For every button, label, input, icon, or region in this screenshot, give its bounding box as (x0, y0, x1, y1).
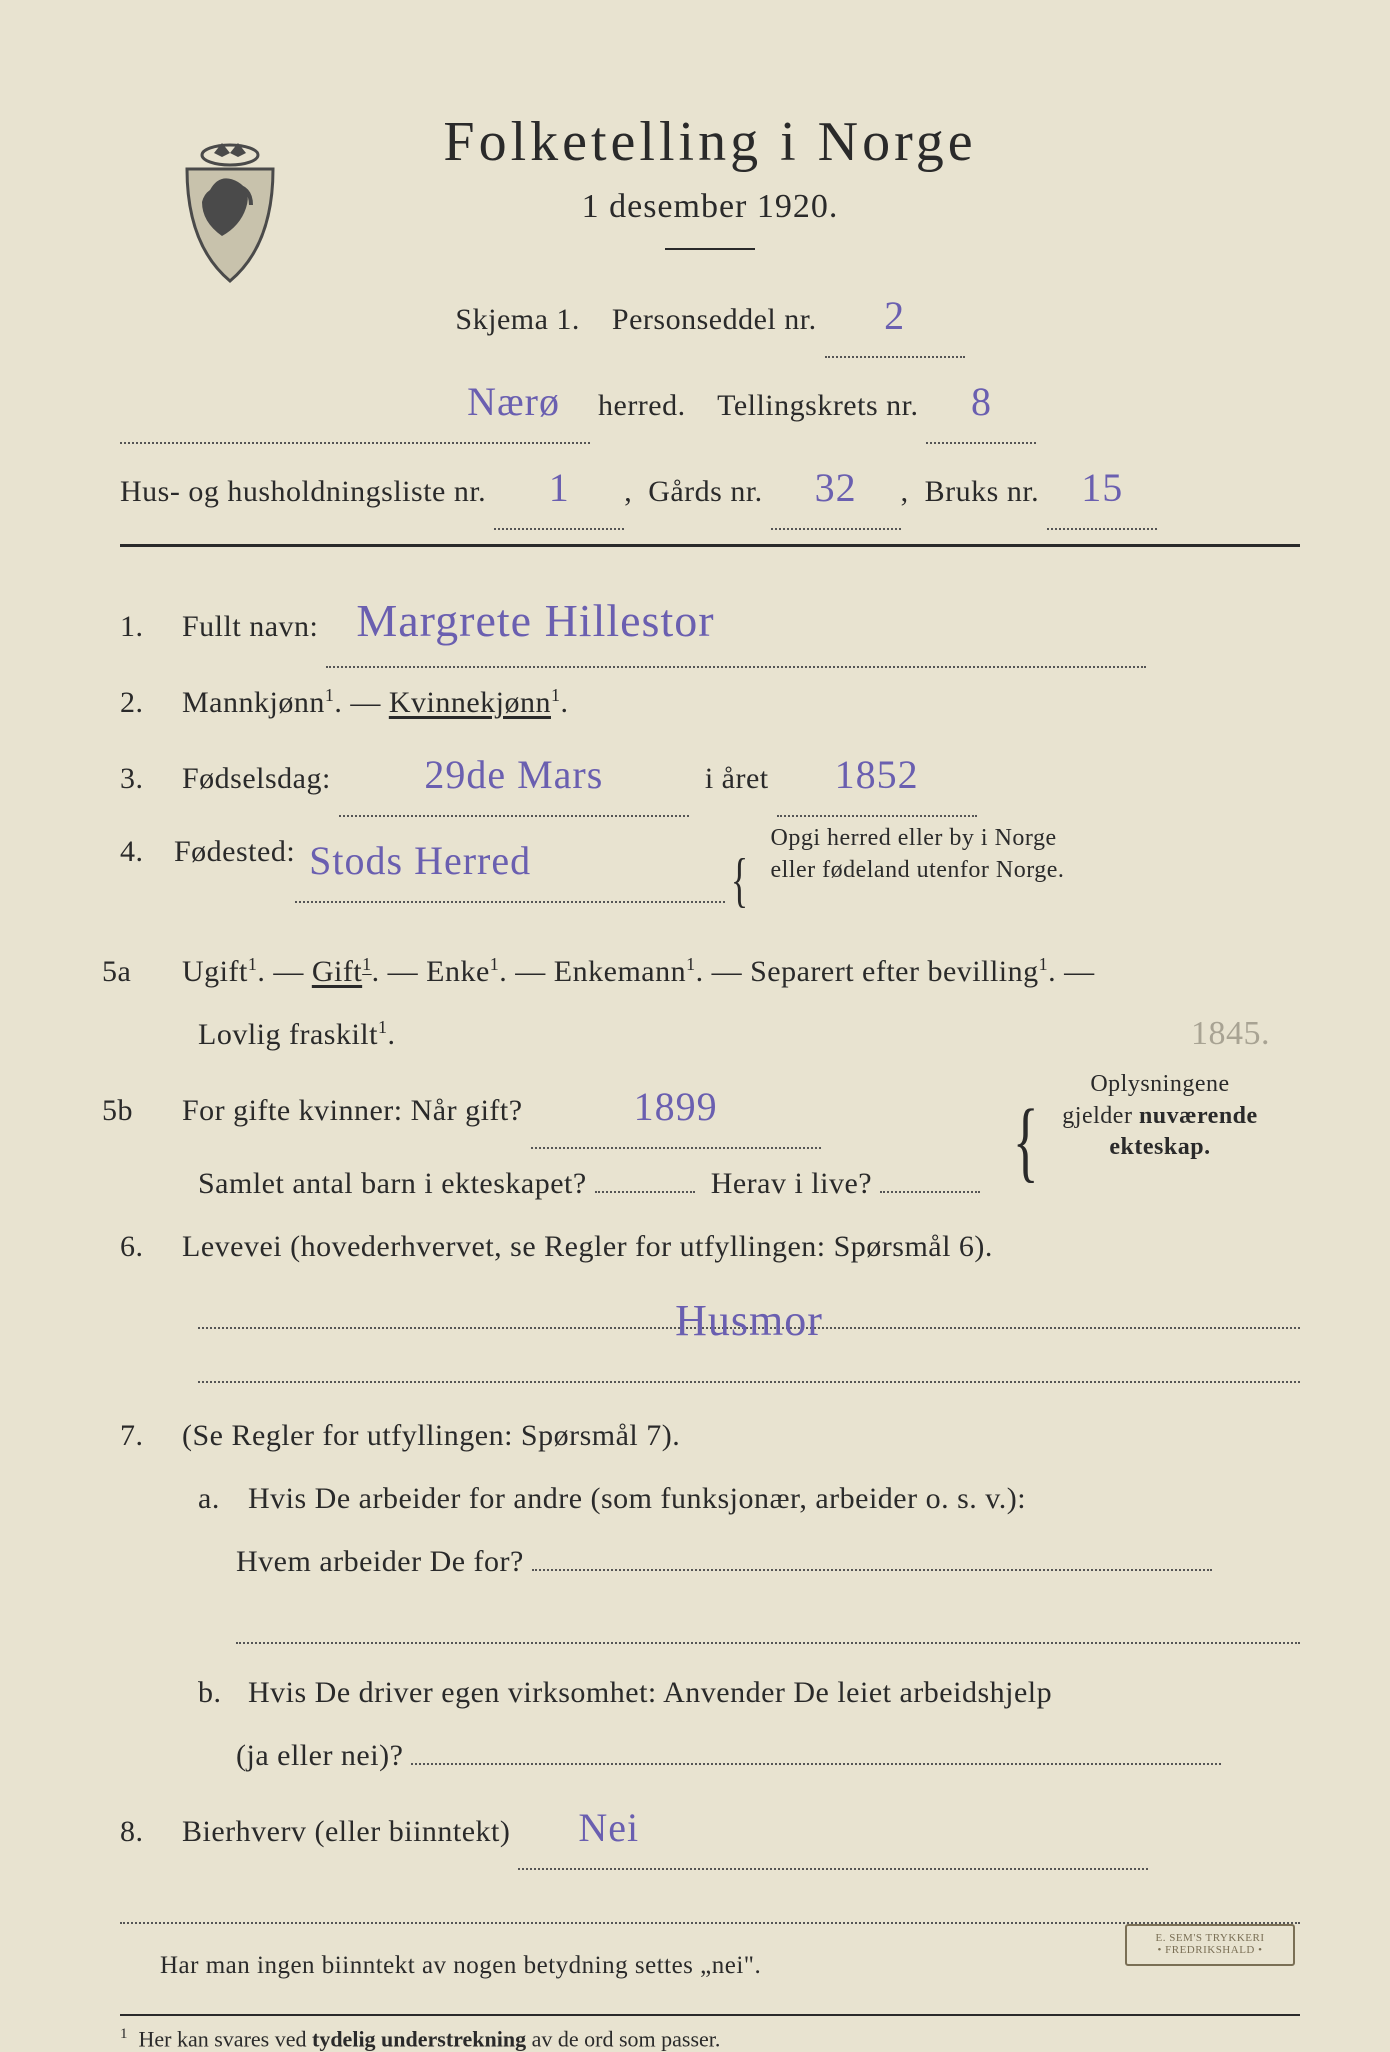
q5b: 5b For gifte kvinner: Når gift? 1899 { O… (120, 1069, 1300, 1149)
brace-icon: { (731, 823, 749, 937)
q7a-text1: Hvis De arbeider for andre (som funksjon… (248, 1482, 1026, 1515)
q8-num: 8. (120, 1803, 174, 1860)
q7b-text1: Hvis De driver egen virksomhet: Anvender… (248, 1676, 1052, 1709)
footnote: 1 Her kan svares ved tydelig understrekn… (120, 2026, 1300, 2052)
q5a-gift: Gift (312, 955, 362, 988)
herred-value: Nærø (467, 379, 560, 424)
page-title: Folketelling i Norge (120, 110, 1300, 174)
q4-num: 4. (120, 823, 174, 880)
q2-mannkjonn: Mannkjønn (182, 686, 325, 719)
herred-line: Nærø herred. Tellingskrets nr. 8 (120, 364, 1300, 444)
q3-mid: i året (705, 762, 769, 795)
q8-label: Bierhverv (eller biinntekt) (182, 1815, 510, 1848)
q7a-line2: Hvem arbeider De for? (236, 1533, 1300, 1590)
q7b-line2: (ja eller nei)? (236, 1727, 1300, 1784)
q5a-lovlig: Lovlig fraskilt (198, 1018, 378, 1051)
q7-num: 7. (120, 1407, 174, 1464)
herred-label: herred. (598, 389, 686, 422)
q6-num: 6. (120, 1218, 174, 1275)
bruks-nr: 15 (1081, 465, 1123, 510)
divider (665, 248, 755, 250)
q5a-ugift: Ugift (182, 955, 248, 988)
q5b-year: 1899 (634, 1084, 718, 1129)
q5b-label-b: Samlet antal barn i ekteskapet? (198, 1167, 587, 1200)
q5b-label-a: For gifte kvinner: Når gift? (182, 1094, 523, 1127)
q1-label: Fullt navn: (182, 610, 318, 643)
q1-value: Margrete Hillestor (356, 595, 714, 646)
q5a-line2: Lovlig fraskilt1. 1845. (198, 1006, 1300, 1063)
blank-line (120, 1890, 1300, 1924)
q4-label: Fødested: (174, 823, 295, 880)
q7a-text2: Hvem arbeider De for? (236, 1545, 524, 1578)
q1: 1. Fullt navn: Margrete Hillestor (120, 577, 1300, 668)
q6: 6. Levevei (hovederhvervet, se Regler fo… (120, 1218, 1300, 1275)
husliste-label: Hus- og husholdningsliste nr. (120, 475, 486, 508)
q7-label: (Se Regler for utfyllingen: Spørsmål 7). (182, 1419, 680, 1452)
q8-value: Nei (578, 1805, 639, 1850)
q5b-note: { Oplysningene gjelder gjelder nuværende… (1030, 1069, 1290, 1163)
q5a: 5a Ugift1. — Gift1. — Enke1. — Enkemann1… (120, 943, 1300, 1000)
husliste-nr: 1 (549, 465, 570, 510)
q3-year: 1852 (835, 752, 919, 797)
skjema-line: Skjema 1. Personseddel nr. 2 (120, 278, 1300, 358)
page-subtitle: 1 desember 1920. (120, 188, 1300, 226)
q4-value: Stods Herred (309, 838, 531, 883)
q5b-line2: Samlet antal barn i ekteskapet? Herav i … (198, 1155, 1300, 1212)
q3-day: 29de Mars (424, 752, 603, 797)
divider (120, 544, 1300, 547)
q5a-enkemann: Enkemann (554, 955, 686, 988)
q5a-enke: Enke (426, 955, 490, 988)
q7a-num: a. (198, 1470, 240, 1527)
q3: 3. Fødselsdag: 29de Mars i året 1852 (120, 737, 1300, 817)
q4: 4. Fødested: Stods Herred { Opgi herred … (120, 823, 1300, 937)
blank-line (236, 1610, 1300, 1644)
q7a: a. Hvis De arbeider for andre (som funks… (198, 1470, 1300, 1527)
q6-value: Husmor (675, 1296, 823, 1345)
divider (120, 2014, 1300, 2016)
q2-num: 2. (120, 674, 174, 731)
q6-label: Levevei (hovederhvervet, se Regler for u… (182, 1230, 993, 1263)
tellingskrets-label: Tellingskrets nr. (717, 389, 918, 422)
personseddel-nr: 2 (884, 293, 905, 338)
husliste-line: Hus- og husholdningsliste nr. 1 , Gårds … (120, 450, 1300, 530)
coat-of-arms-icon (175, 135, 285, 285)
personseddel-label: Personseddel nr. (612, 303, 817, 336)
gards-nr: 32 (815, 465, 857, 510)
q3-label: Fødselsdag: (182, 762, 331, 795)
printer-stamp: E. SEM'S TRYKKERI • FREDRIKSHALD • (1125, 1924, 1295, 1966)
q1-num: 1. (120, 598, 174, 655)
q6-value-line: Husmor (198, 1295, 1300, 1329)
q8: 8. Bierhverv (eller biinntekt) Nei (120, 1790, 1300, 1870)
q2: 2. Mannkjønn1. — Kvinnekjønn1. (120, 674, 1300, 731)
q4-note: Opgi herred eller by i Norge eller fødel… (770, 823, 1064, 885)
q5a-separert: Separert efter bevilling (750, 955, 1039, 988)
gards-label: Gårds nr. (648, 475, 762, 508)
q5b-label-c: Herav i live? (711, 1167, 872, 1200)
q7b-num: b. (198, 1664, 240, 1721)
q2-kvinnekjonn: Kvinnekjønn (389, 686, 551, 719)
blank-line (198, 1349, 1300, 1383)
bruks-label: Bruks nr. (925, 475, 1040, 508)
q7: 7. (Se Regler for utfyllingen: Spørsmål … (120, 1407, 1300, 1464)
q7b-text2: (ja eller nei)? (236, 1739, 403, 1772)
q3-num: 3. (120, 750, 174, 807)
q5b-num: 5b (102, 1082, 174, 1139)
q7b: b. Hvis De driver egen virksomhet: Anven… (198, 1664, 1300, 1721)
q5a-num: 5a (102, 943, 174, 1000)
q5a-pencil-note: 1845. (1191, 1002, 1270, 1067)
skjema-label: Skjema 1. (455, 303, 580, 336)
tellingskrets-nr: 8 (971, 379, 992, 424)
